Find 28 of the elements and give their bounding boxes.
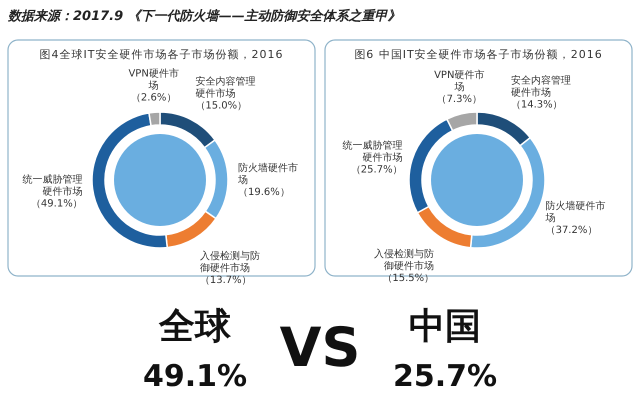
chart-title: 图4全球IT安全硬件市场各子市场份额，2016 xyxy=(40,48,284,61)
slice-label: 入侵检测与防御硬件市场 xyxy=(200,250,260,274)
slice-label: 防火墙硬件市场 xyxy=(544,200,606,224)
text: 全球 xyxy=(158,306,232,347)
data-label: （15.0%） xyxy=(195,100,248,112)
text: 25.7% xyxy=(392,359,498,394)
text: VS xyxy=(280,316,360,379)
data-label: （19.6%） xyxy=(238,187,290,198)
slice-label: 安全内容管理硬件市场 xyxy=(510,74,571,99)
chart-title: 图6 中国IT安全硬件市场各子市场份额，2016 xyxy=(354,48,603,61)
slice-label: VPN硬件市场 xyxy=(128,67,179,92)
slice-label: VPN硬件市场 xyxy=(434,69,484,94)
slice-label: 安全内容管理硬件市场 xyxy=(195,76,256,100)
slice-label: 统一威胁管理硬件市场 xyxy=(342,140,403,164)
data-label: （49.1%） xyxy=(30,198,83,210)
slice-label: 入侵检测与防御硬件市场 xyxy=(374,248,434,272)
data-label: （2.6%） xyxy=(130,92,176,104)
data-label: （15.5%） xyxy=(382,273,434,284)
text: 中国 xyxy=(409,306,481,347)
text: 49.1% xyxy=(142,359,248,394)
data-label: （13.7%） xyxy=(200,275,252,286)
data-label: （37.2%） xyxy=(546,225,598,236)
slice-label: 防火墙硬件市场 xyxy=(236,162,298,186)
data-label: （7.3%） xyxy=(436,94,482,106)
data-label: （14.3%） xyxy=(510,100,563,111)
data-label: （25.7%） xyxy=(350,164,403,176)
slice-label: 统一威胁管理硬件市场 xyxy=(22,174,83,198)
source-note: 数据来源：2017.9 《下一代防火墙——主动防御安全体系之重甲》 xyxy=(7,8,401,24)
